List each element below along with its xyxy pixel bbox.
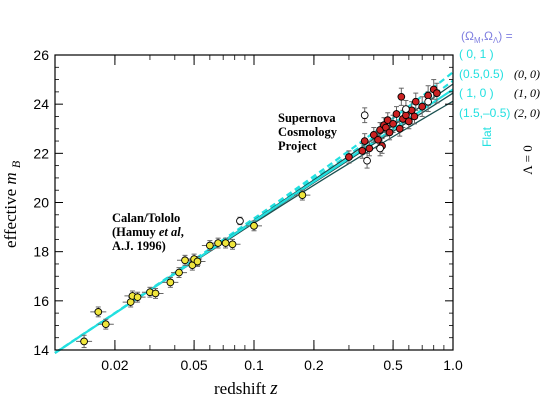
- data-point: [383, 116, 392, 124]
- legend-lambda-zero-1: (1, 0): [514, 86, 540, 100]
- data-point: [133, 293, 142, 301]
- data-point: [228, 240, 237, 249]
- y-tick-label: 22: [33, 145, 49, 161]
- y-tick-label: 18: [33, 244, 49, 260]
- x-tick-label: 0.2: [304, 357, 324, 373]
- data-point: [418, 102, 427, 111]
- lambda-zero-label: Λ = 0: [520, 145, 535, 174]
- annotation-scp: Supernova Cosmology Project: [278, 111, 338, 153]
- x-axis-title: redshift z: [214, 378, 278, 399]
- annotation-calan-line: (Hamuy et al,: [112, 225, 184, 239]
- data-point: [214, 239, 222, 247]
- data-point: [369, 131, 378, 139]
- data-point: [221, 239, 230, 247]
- legend-lambda-zero-0: (0, 0): [514, 67, 540, 81]
- data-point: [166, 278, 175, 287]
- data-point: [392, 110, 401, 118]
- legend-header: (ΩM,ΩΛ) =: [461, 29, 513, 45]
- data-point: [345, 153, 353, 161]
- annotation-scp-line: Cosmology: [278, 125, 338, 139]
- x-tick-label: 0.02: [101, 357, 128, 373]
- y-axis-title: effective m B: [1, 160, 23, 248]
- data-point: [395, 124, 404, 133]
- annotation-calan-line: Calan/Tololo: [112, 211, 180, 225]
- open-point: [363, 156, 371, 165]
- y-tick-label: 20: [33, 195, 49, 211]
- x-tick-label: 1.0: [443, 357, 463, 373]
- open-point: [236, 217, 244, 225]
- data-point: [358, 147, 367, 155]
- legend-model-1: (0.5,0.5): [459, 67, 504, 81]
- data-point: [181, 256, 189, 265]
- legend-model-3: (1.5,–0.5): [459, 106, 510, 120]
- annotation-calan-tololo: Calan/Tololo (Hamuy et al, A.J. 1996): [112, 211, 184, 253]
- data-point: [433, 89, 441, 97]
- legend-lambda-zero-2: (2, 0): [514, 106, 540, 120]
- data-point: [80, 337, 88, 346]
- x-tick-label: 0.05: [180, 357, 207, 373]
- annotation-scp-line: Project: [278, 139, 317, 153]
- axis-ticks: 14 16 18 20 22 24 26 0.02 0.05 0.1 0.2 0.5 1.0: [33, 47, 463, 373]
- annotation-calan-line: A.J. 1996): [112, 239, 166, 253]
- legend: (ΩM,ΩΛ) = ( 0, 1 ) (0.5,0.5) ( 1, 0 ) (1…: [459, 29, 540, 175]
- plot-border: [54, 54, 454, 351]
- data-points: [80, 85, 441, 346]
- open-point: [402, 105, 410, 113]
- data-point: [101, 320, 110, 329]
- y-tick-label: 26: [33, 47, 49, 63]
- plot-frame: [54, 54, 454, 351]
- data-point: [250, 222, 258, 230]
- data-point: [206, 241, 214, 250]
- data-point: [411, 97, 420, 106]
- y-tick-label: 24: [33, 96, 49, 112]
- open-point: [376, 144, 384, 153]
- legend-model-2: ( 1, 0 ): [459, 86, 494, 100]
- legend-model-0: ( 0, 1 ): [459, 47, 494, 61]
- data-point: [397, 92, 406, 101]
- data-point: [389, 119, 397, 128]
- data-point: [410, 112, 419, 121]
- x-tick-label: 0.5: [383, 357, 403, 373]
- data-point: [365, 144, 374, 153]
- open-point: [424, 97, 432, 106]
- x-tick-label: 0.1: [244, 357, 264, 373]
- data-point: [94, 308, 103, 316]
- y-tick-label: 14: [33, 342, 49, 358]
- data-point: [405, 117, 413, 126]
- open-point: [360, 111, 369, 120]
- data-point: [175, 268, 183, 277]
- y-tick-label: 16: [33, 293, 49, 309]
- data-point: [193, 257, 202, 266]
- flat-label: Flat: [480, 126, 494, 147]
- data-point: [151, 289, 160, 298]
- data-point: [360, 137, 369, 145]
- data-point: [385, 128, 394, 137]
- data-point: [374, 135, 382, 144]
- data-point: [298, 191, 307, 199]
- annotation-scp-line: Supernova: [278, 111, 336, 125]
